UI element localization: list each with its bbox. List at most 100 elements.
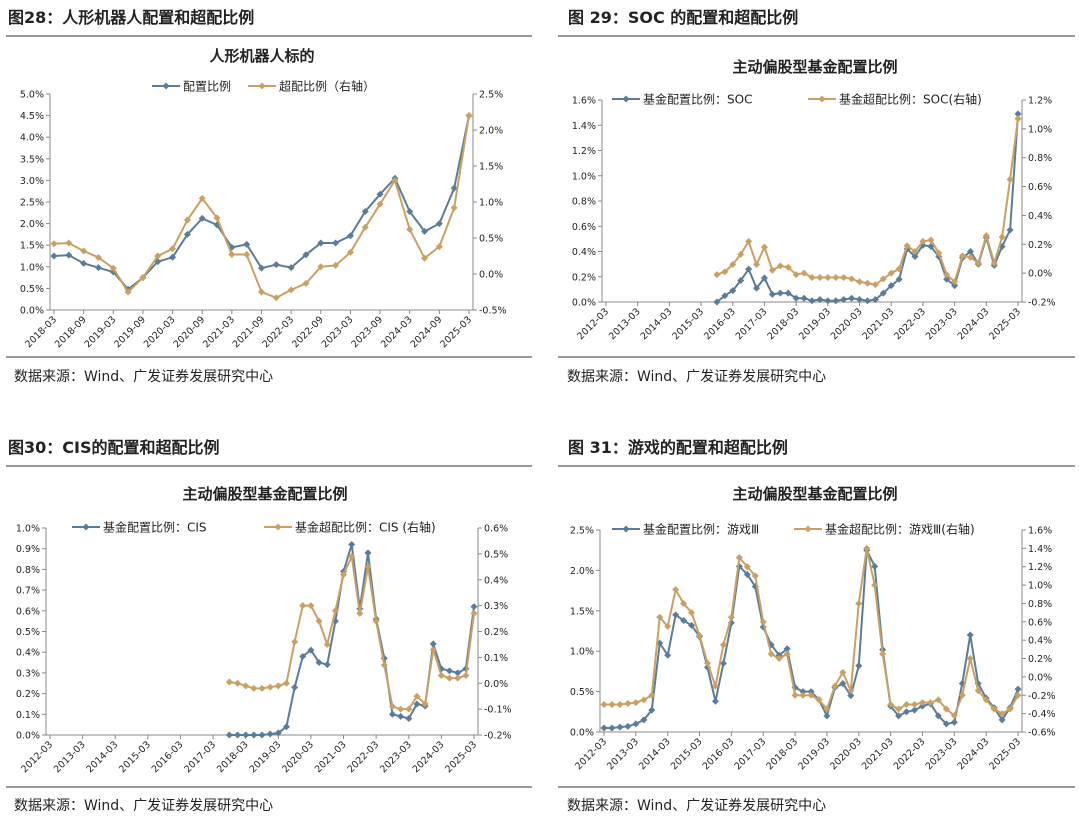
point	[1014, 115, 1022, 123]
point	[848, 275, 856, 283]
point	[139, 274, 147, 282]
point	[307, 646, 315, 654]
point	[302, 251, 310, 259]
x-tick-label: 2024-03	[379, 314, 415, 350]
point	[50, 252, 58, 260]
point	[680, 616, 688, 624]
point	[287, 264, 295, 272]
y-tick-label: 0.4%	[16, 648, 40, 659]
x-tick-label: 2018-03	[764, 736, 800, 772]
legend-marker	[274, 523, 282, 531]
point	[435, 220, 443, 228]
point	[282, 723, 290, 731]
point	[934, 696, 942, 704]
point	[317, 239, 325, 247]
point	[65, 251, 73, 259]
point	[1006, 705, 1014, 713]
point	[895, 275, 903, 283]
y2-tick-label: -0.1%	[484, 705, 512, 716]
point	[331, 607, 339, 615]
point	[911, 700, 918, 708]
point	[437, 671, 445, 679]
figure-heading: 图 29：SOC 的配置和超配比例	[568, 8, 798, 27]
point	[784, 289, 792, 297]
point	[815, 696, 823, 704]
y-tick-label: 0.0%	[16, 731, 40, 742]
point	[94, 264, 102, 272]
point	[934, 712, 942, 720]
point	[951, 278, 959, 286]
point	[792, 294, 800, 302]
legend-label: 基金超配比例：游戏Ⅲ(右轴)	[825, 522, 975, 537]
point	[847, 687, 855, 695]
point	[998, 233, 1006, 241]
point	[413, 700, 421, 708]
point	[911, 706, 918, 714]
x-tick-label: 2015-03	[669, 736, 705, 772]
point	[672, 611, 680, 619]
point	[998, 710, 1006, 718]
point	[775, 655, 783, 663]
point	[470, 603, 478, 611]
x-tick-label: 2025-03	[987, 306, 1023, 342]
point	[299, 652, 307, 660]
x-tick-label: 2016-03	[150, 739, 186, 775]
x-tick-label: 2022-03	[345, 739, 381, 775]
point	[855, 599, 863, 607]
point	[911, 253, 919, 261]
point	[348, 552, 356, 560]
point	[274, 682, 282, 690]
point	[348, 541, 356, 549]
point	[421, 700, 429, 708]
point	[299, 602, 307, 610]
legend-label: 超配比例（右轴）	[279, 79, 375, 94]
y-tick-label: 2.0%	[20, 219, 44, 230]
point	[950, 711, 958, 719]
y-tick-label: 0.8%	[16, 565, 40, 576]
x-tick-label: 2024-09	[409, 314, 445, 350]
y2-tick-label: -0.5%	[479, 306, 507, 317]
point	[356, 609, 364, 617]
point	[198, 194, 206, 202]
legend-label: 基金配置比例：CIS	[103, 520, 207, 535]
point	[783, 650, 791, 658]
y2-tick-label: 0.8%	[1028, 153, 1052, 164]
figure-heading: 图30：CIS的配置和超配比例	[8, 438, 220, 457]
x-tick-label: 2023-03	[378, 739, 414, 775]
y-tick-label: 5.0%	[20, 90, 44, 101]
point	[863, 544, 871, 552]
point	[600, 724, 608, 732]
point	[729, 260, 737, 268]
point	[919, 237, 927, 245]
x-tick-label: 2020-03	[280, 739, 316, 775]
point	[887, 700, 895, 708]
figure-heading: 图 31：游戏的配置和超配比例	[568, 438, 788, 457]
y-tick-label: 0.5%	[20, 284, 44, 295]
point	[225, 678, 233, 686]
point	[799, 688, 807, 696]
x-tick-label: 2025-03	[987, 736, 1023, 772]
point	[768, 290, 776, 298]
point	[735, 554, 743, 562]
point	[840, 273, 848, 281]
point	[1014, 691, 1022, 699]
point	[935, 249, 943, 257]
point	[169, 253, 177, 261]
x-tick-label: 2018-03	[23, 314, 59, 350]
x-tick-label: 2021-03	[201, 314, 237, 350]
point	[800, 294, 808, 302]
point	[315, 617, 323, 625]
point	[183, 216, 191, 224]
point	[856, 295, 864, 303]
y-tick-label: 3.5%	[20, 154, 44, 165]
y2-tick-label: 0.5%	[484, 549, 508, 560]
point	[729, 287, 737, 295]
point	[1014, 110, 1022, 118]
point	[380, 661, 388, 669]
x-tick-label: 2013-03	[605, 736, 641, 772]
point	[831, 682, 839, 690]
point	[990, 259, 998, 267]
point	[824, 273, 832, 281]
point	[648, 691, 656, 699]
x-tick-label: 2021-03	[860, 306, 896, 342]
